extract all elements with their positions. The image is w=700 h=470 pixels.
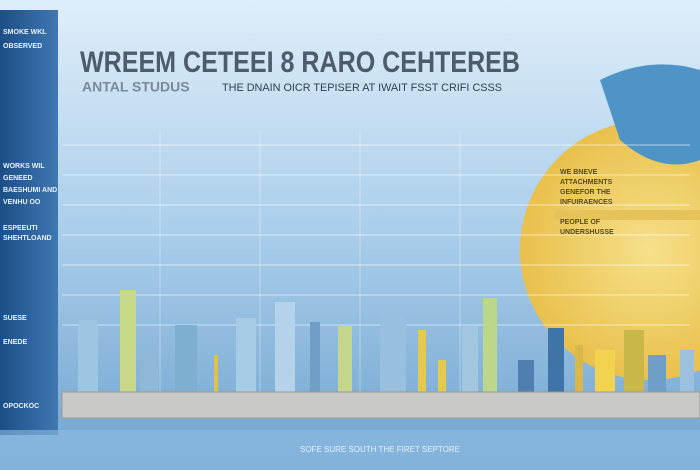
sidebar — [0, 10, 58, 435]
decor-bar — [175, 325, 197, 392]
title: WREEM CETEEI 8 RARO CEHTEREB — [80, 46, 520, 79]
decor-bar — [418, 330, 426, 392]
panel-line: WE BNEVE — [560, 169, 598, 176]
sidebar-item: GENEED — [3, 175, 33, 182]
decor-bar — [380, 308, 406, 392]
sidebar-item: ENEDE — [3, 339, 27, 346]
decor-bar — [236, 318, 256, 392]
decor-bar — [214, 355, 218, 392]
sidebar-item: WORKS WIL — [3, 163, 45, 170]
subtitle: ANTAL STUDUS — [82, 79, 190, 95]
decor-bar — [78, 320, 98, 392]
panel-line: ATTACHMENTS — [560, 179, 613, 186]
decor-bar — [624, 330, 644, 392]
decor-bar — [462, 326, 478, 392]
decor-bar — [595, 350, 615, 392]
footer-text: SOFE SURE SOUTH THE FIRET SEPTORE — [300, 445, 460, 454]
sidebar-item: SUESE — [3, 315, 27, 322]
decor-bar — [275, 302, 295, 392]
decor-bar — [120, 290, 136, 392]
tagline: THE DNAIN OICR TEPISER AT IWAIT FSST CRI… — [222, 82, 502, 94]
decor-bar — [648, 355, 666, 392]
sidebar-item: SMOKE WKL — [3, 29, 47, 36]
sidebar-item: BAESHUMI AND — [3, 187, 57, 194]
decor-bar — [483, 298, 497, 392]
bottom-strip — [0, 430, 700, 470]
decor-bar — [575, 345, 583, 392]
panel-line: GENEFOR THE — [560, 189, 611, 196]
decor-bar — [518, 360, 534, 392]
bars — [78, 290, 694, 392]
decor-bar — [140, 355, 158, 392]
sidebar-item: SHEHTLOAND — [3, 235, 52, 242]
decor-bar — [438, 360, 446, 392]
sidebar-item: OBSERVED — [3, 43, 42, 50]
panel-band — [555, 210, 700, 220]
platform — [61, 391, 700, 419]
decor-bar — [680, 350, 694, 392]
panel-line: UNDERSHUSSE — [560, 229, 614, 236]
sidebar-item: OPOCKOC — [3, 403, 39, 410]
panel-line: INFUIRAENCES — [560, 199, 613, 206]
sidebar-item: VENHU OO — [3, 199, 41, 206]
panel-line: PEOPLE OF — [560, 219, 601, 226]
grid — [62, 130, 690, 392]
decor-shape — [600, 64, 700, 165]
decor-bar — [548, 328, 564, 392]
decor-bar — [310, 322, 320, 392]
sidebar-item: ESPEEUTI — [3, 225, 38, 232]
decor-circle — [520, 120, 700, 380]
decor-bar — [338, 326, 352, 392]
